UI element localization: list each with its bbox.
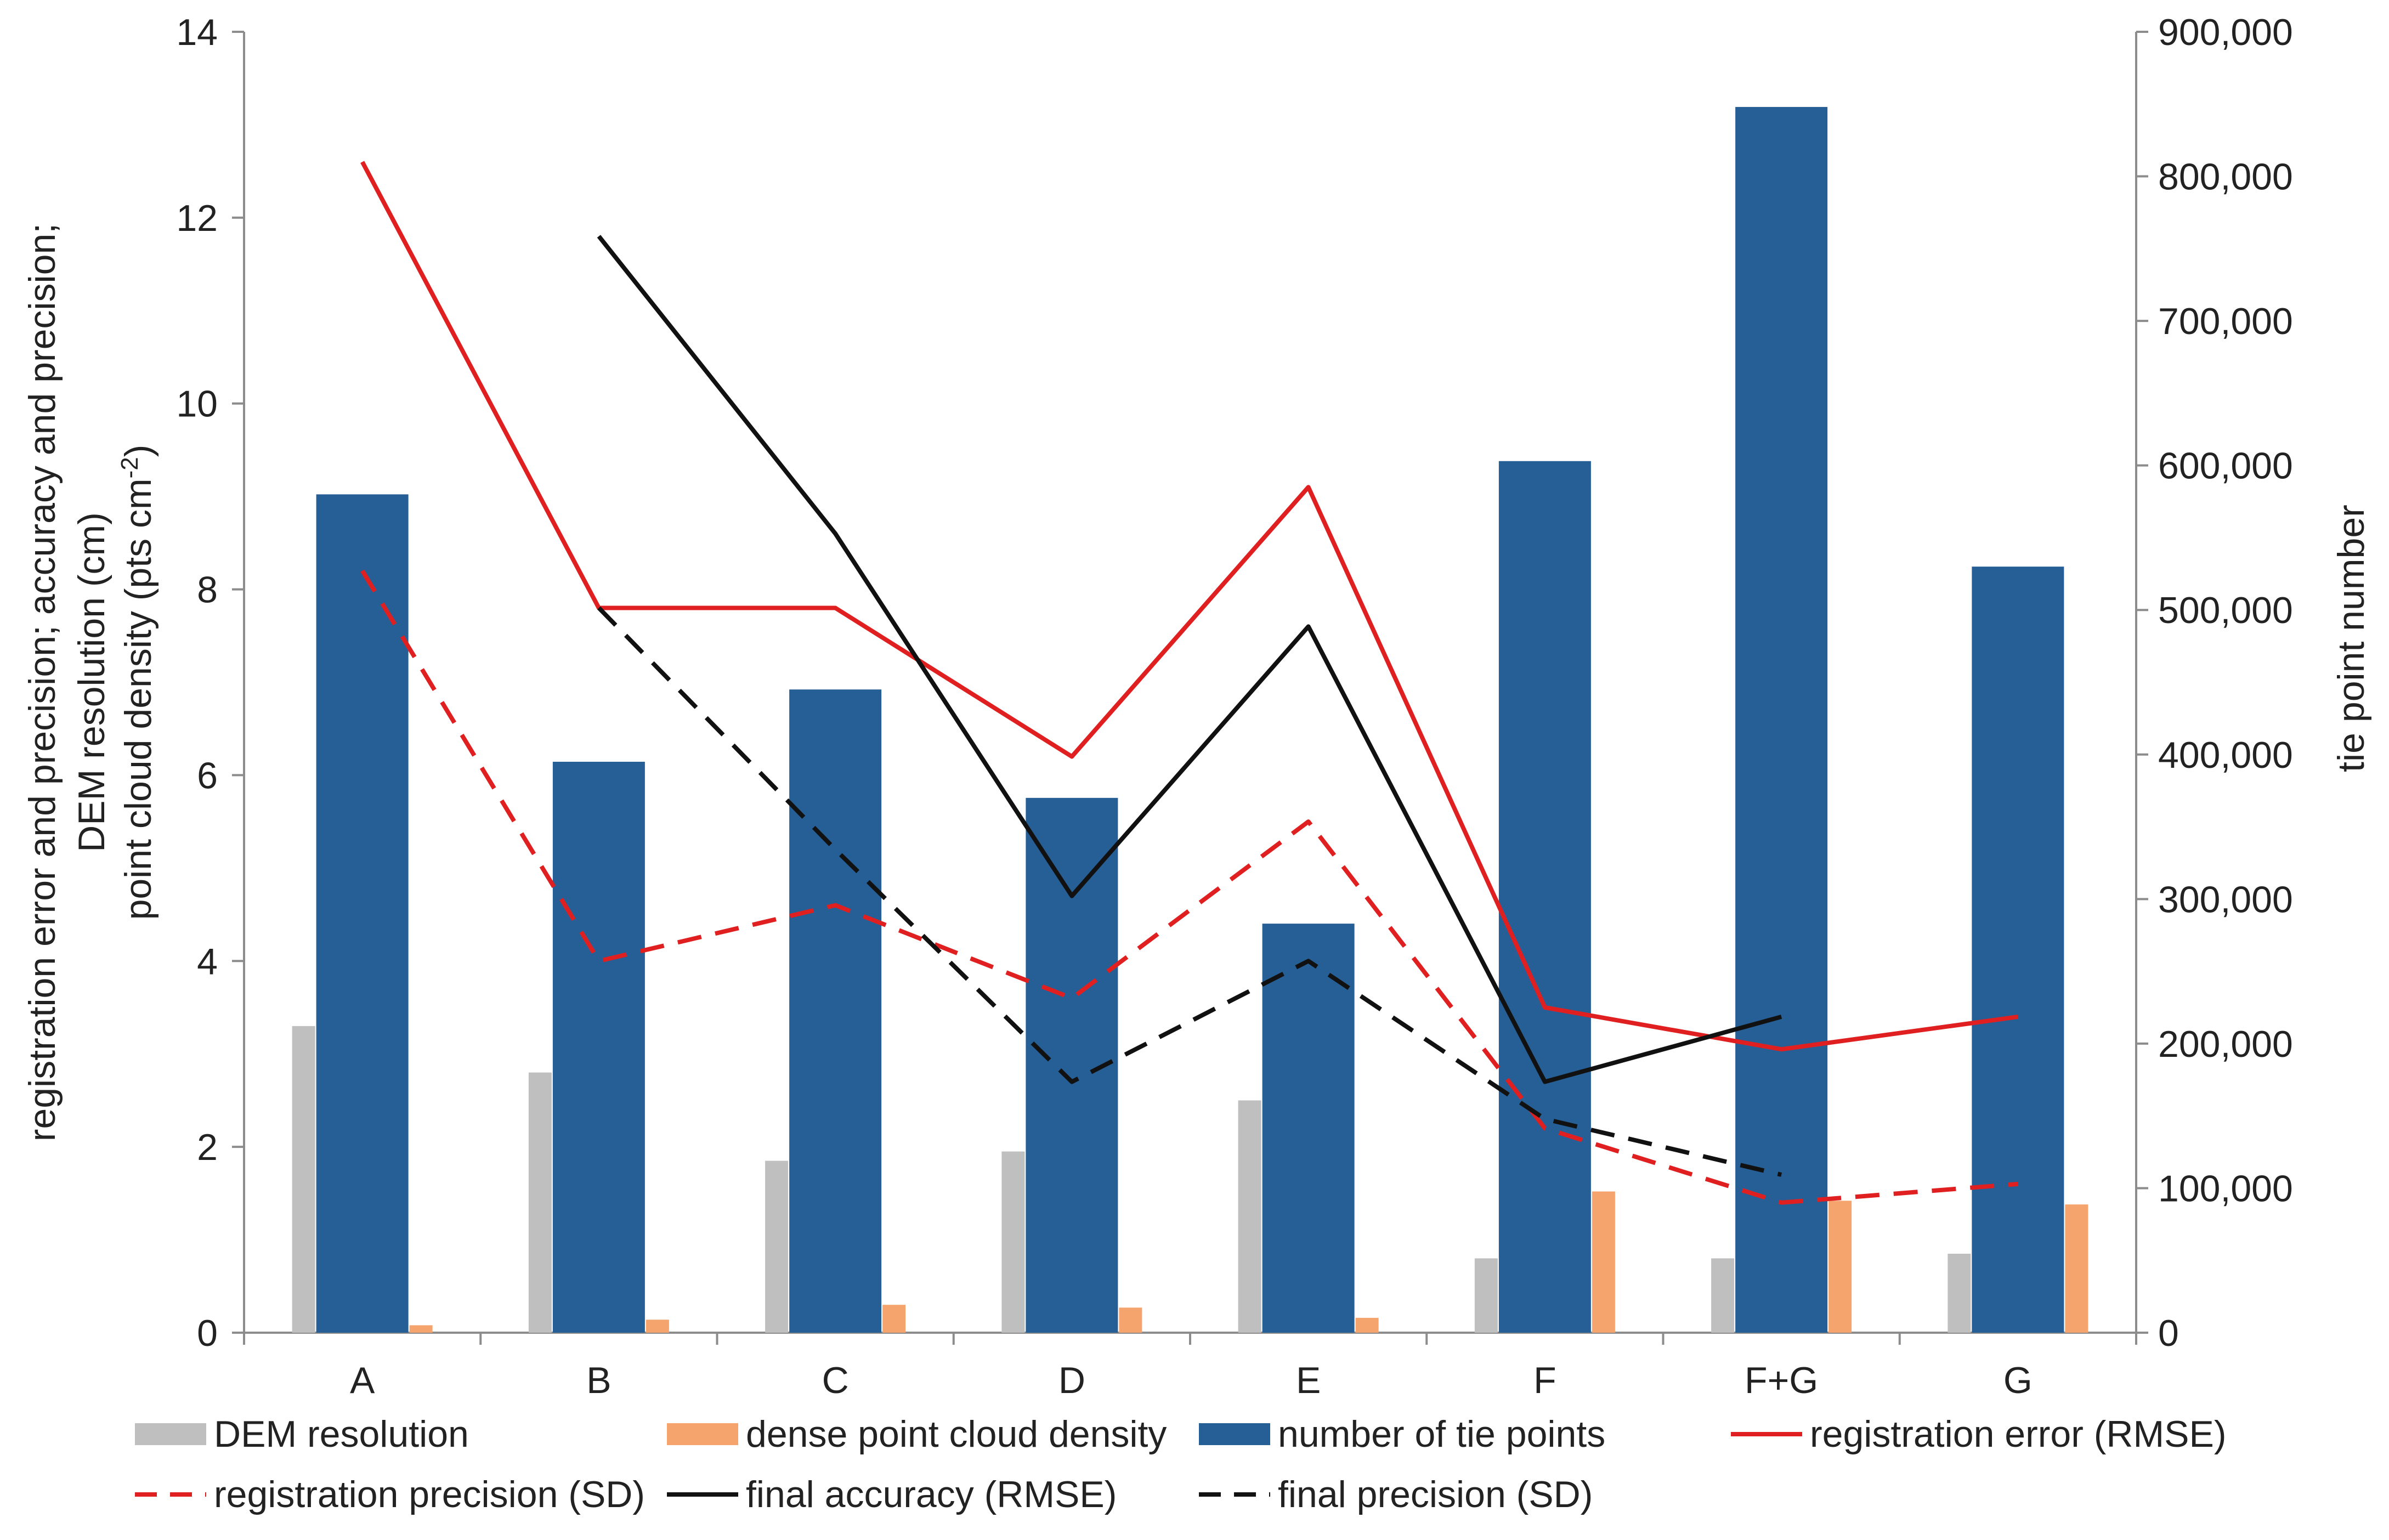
bar-dense-point-cloud-density-f — [1592, 1191, 1615, 1333]
right-tick-label: 200,000 — [2158, 1023, 2293, 1065]
bar-number-of-tie-points-f-g — [1735, 107, 1828, 1333]
left-tick-label: 10 — [176, 383, 218, 425]
right-axis-title: tie point number — [2330, 505, 2372, 772]
legend-swatch-tie-points — [1199, 1423, 1270, 1445]
left-axis-title-line: registration error and precision; accura… — [21, 223, 63, 1141]
bar-dense-point-cloud-density-e — [1355, 1317, 1379, 1333]
right-tick-label: 500,000 — [2158, 590, 2293, 631]
legend-label-registration-error: registration error (RMSE) — [1810, 1413, 2227, 1455]
legend-label-dem-resolution: DEM resolution — [214, 1413, 469, 1455]
bar-number-of-tie-points-g — [1972, 567, 2064, 1333]
bar-dem-resolution-f — [1474, 1258, 1498, 1333]
bar-dense-point-cloud-density-f-g — [1828, 1201, 1852, 1333]
x-category-label: B — [586, 1360, 611, 1401]
legend-label-registration-precision: registration precision (SD) — [214, 1474, 646, 1515]
left-tick-label: 4 — [197, 941, 218, 982]
legend-swatch-dem-resolution — [135, 1423, 206, 1445]
left-tick-label: 0 — [197, 1312, 218, 1354]
legend-swatch-registration-precision — [135, 1492, 206, 1497]
x-category-label: D — [1058, 1360, 1085, 1401]
left-tick-label: 8 — [197, 569, 218, 611]
left-tick-label: 14 — [176, 12, 218, 53]
right-tick-label: 300,000 — [2158, 879, 2293, 920]
right-tick-label: 800,000 — [2158, 156, 2293, 198]
legend-label-final-precision: final precision (SD) — [1278, 1474, 1593, 1515]
bar-dem-resolution-g — [1948, 1253, 1971, 1333]
bar-dem-resolution-c — [765, 1160, 789, 1333]
right-tick-label: 0 — [2158, 1312, 2179, 1354]
bar-number-of-tie-points-f — [1498, 461, 1591, 1333]
legend-item-dense-point-cloud-density: dense point cloud density — [667, 1409, 1167, 1459]
legend-item-final-precision: final precision (SD) — [1199, 1470, 1593, 1519]
bar-dense-point-cloud-density-c — [882, 1305, 906, 1333]
legend-item-registration-precision: registration precision (SD) — [135, 1470, 645, 1519]
legend-swatch-final-precision — [1199, 1492, 1270, 1497]
x-category-label: E — [1296, 1360, 1321, 1401]
legend-label-tie-points: number of tie points — [1278, 1413, 1606, 1455]
legend: DEM resolution dense point cloud density… — [126, 1409, 2320, 1536]
bar-number-of-tie-points-c — [789, 689, 882, 1333]
right-tick-label: 900,000 — [2158, 12, 2293, 53]
bar-number-of-tie-points-b — [552, 761, 645, 1333]
line-registration-error-rmse — [360, 161, 2018, 1052]
left-axis-title-line: DEM resolution (cm) — [71, 512, 112, 852]
bar-dem-resolution-b — [528, 1072, 552, 1333]
right-tick-label: 400,000 — [2158, 734, 2293, 776]
legend-swatch-dense-point-cloud-density — [667, 1423, 738, 1445]
left-tick-label: 2 — [197, 1126, 218, 1168]
legend-label-final-accuracy: final accuracy (RMSE) — [746, 1474, 1117, 1515]
bar-number-of-tie-points-e — [1262, 924, 1355, 1333]
left-tick-label: 6 — [197, 755, 218, 796]
left-axis-title-superscript: -2 — [116, 457, 143, 478]
bar-dem-resolution-d — [1001, 1151, 1025, 1333]
right-tick-label: 700,000 — [2158, 301, 2293, 342]
legend-item-final-accuracy: final accuracy (RMSE) — [667, 1470, 1117, 1519]
bar-dense-point-cloud-density-b — [646, 1320, 669, 1333]
legend-label-dense-point-cloud-density: dense point cloud density — [746, 1413, 1167, 1455]
legend-item-registration-error: registration error (RMSE) — [1731, 1409, 2227, 1459]
legend-swatch-final-accuracy — [667, 1492, 738, 1497]
left-axis-title-part: ) — [117, 445, 159, 457]
x-category-label: F — [1533, 1360, 1556, 1401]
legend-item-tie-points: number of tie points — [1199, 1409, 1605, 1459]
right-tick-label: 100,000 — [2158, 1168, 2293, 1209]
bar-dense-point-cloud-density-d — [1119, 1307, 1142, 1333]
line-final-accuracy-rmse — [597, 235, 1782, 1084]
bar-dense-point-cloud-density-g — [2065, 1204, 2088, 1333]
legend-item-dem-resolution: DEM resolution — [135, 1409, 469, 1459]
x-category-label: F+G — [1745, 1360, 1818, 1401]
x-category-label: G — [2003, 1360, 2033, 1401]
x-category-label: C — [822, 1360, 849, 1401]
left-axis-title-part: point cloud density (pts cm — [117, 478, 159, 920]
line-final-precision-sd — [597, 606, 1782, 1177]
bar-dem-resolution-a — [292, 1026, 315, 1333]
bar-number-of-tie-points-a — [316, 494, 409, 1333]
x-category-label: A — [350, 1360, 375, 1401]
bar-dem-resolution-f-g — [1711, 1258, 1735, 1333]
left-tick-label: 12 — [176, 197, 218, 239]
left-axis-title-line: point cloud density (pts cm-2) — [116, 445, 160, 920]
bar-dense-point-cloud-density-a — [409, 1325, 433, 1333]
right-tick-label: 600,000 — [2158, 445, 2293, 487]
bar-dem-resolution-e — [1238, 1100, 1261, 1333]
legend-swatch-registration-error — [1731, 1432, 1802, 1436]
